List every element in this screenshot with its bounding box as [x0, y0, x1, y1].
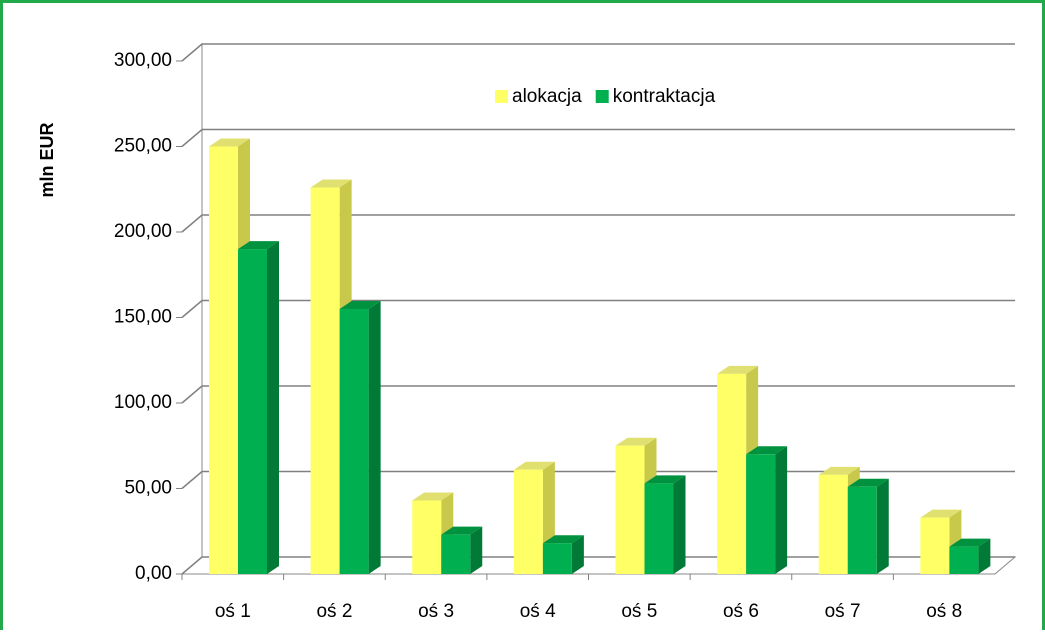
grid-line — [181, 299, 1015, 319]
legend-label: alokacja — [512, 86, 582, 107]
bar — [717, 373, 747, 574]
grid-line — [181, 385, 1015, 404]
bar — [847, 486, 877, 574]
bar-top — [746, 446, 788, 455]
bar — [441, 534, 471, 574]
x-tick-label: oś 3 — [418, 601, 454, 622]
bar-side — [978, 538, 991, 574]
bar-top — [412, 492, 454, 501]
bar-top — [238, 241, 279, 250]
x-tick-label: oś 8 — [926, 601, 962, 622]
bar-side — [775, 446, 788, 574]
bar — [542, 543, 572, 574]
bar-top — [513, 461, 555, 470]
legend-swatch — [595, 90, 609, 103]
bar — [818, 474, 848, 574]
bar-side — [267, 241, 279, 574]
y-tick-label: 150,00 — [114, 307, 172, 328]
grid-line — [181, 470, 1015, 490]
bar-side — [571, 535, 584, 574]
x-tick-label: oś 7 — [825, 601, 861, 622]
bar-top — [542, 535, 584, 544]
bar-top — [949, 538, 991, 547]
bar-top — [209, 138, 250, 147]
bar — [615, 445, 645, 574]
bar — [513, 469, 543, 574]
bar-top — [310, 179, 352, 188]
bar — [310, 187, 340, 575]
bar-top — [644, 475, 686, 484]
y-axis-label: mln EUR — [37, 122, 57, 197]
bar — [238, 249, 267, 574]
grid-line — [181, 214, 1015, 233]
x-tick-label: oś 5 — [621, 601, 657, 622]
legend-swatch — [495, 90, 508, 103]
bar — [949, 546, 979, 574]
bar-side — [673, 475, 686, 574]
x-tick-label: oś 4 — [520, 601, 556, 622]
grid-line — [181, 43, 1015, 62]
bar — [644, 483, 674, 574]
bar-side — [368, 300, 381, 574]
x-tick-label: oś 1 — [215, 601, 251, 622]
x-tick-label: oś 6 — [723, 601, 759, 622]
bar-top — [339, 300, 381, 309]
y-tick-label: 0,00 — [135, 563, 172, 584]
bar-top — [818, 466, 860, 475]
y-tick-label: 200,00 — [114, 221, 172, 242]
bar-top — [920, 509, 962, 518]
axis-floor — [182, 556, 1017, 575]
bar — [920, 517, 950, 574]
bar-top — [441, 526, 483, 535]
x-tick-label: oś 2 — [316, 601, 352, 622]
bar-top — [717, 365, 759, 374]
bar — [339, 308, 369, 574]
y-tick-label: 250,00 — [114, 136, 172, 157]
y-tick-label: 300,00 — [114, 50, 172, 71]
bar-side — [470, 526, 483, 574]
legend-label: kontraktacja — [613, 86, 716, 107]
bar-top — [615, 437, 657, 446]
grid-line — [181, 128, 1015, 148]
y-tick-label: 100,00 — [114, 392, 172, 413]
bar — [412, 500, 442, 574]
bar — [746, 454, 776, 574]
bar — [209, 146, 238, 574]
y-tick-label: 50,00 — [124, 478, 172, 499]
bar-top — [847, 478, 889, 487]
bar-side — [876, 478, 889, 574]
grid-line — [181, 556, 1015, 575]
